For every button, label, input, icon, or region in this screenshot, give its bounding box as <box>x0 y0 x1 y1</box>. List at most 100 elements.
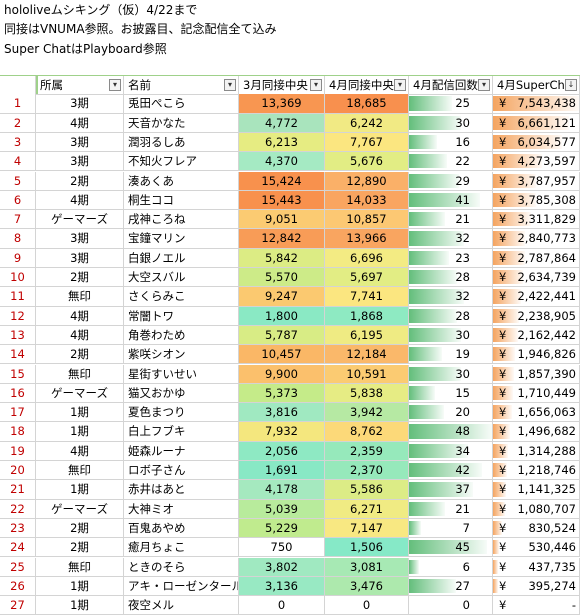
column-header-april-concurrent[interactable]: 4月同接中央 ▾ <box>325 76 409 96</box>
cell-group[interactable]: 無印 <box>36 364 124 384</box>
cell-name[interactable]: 潤羽るしあ <box>124 132 239 153</box>
row-number[interactable]: 21 <box>0 480 36 500</box>
cell-april-concurrent[interactable]: 10,591 <box>325 364 409 384</box>
cell-april-superchat[interactable]: 6,034,577 ¥ <box>493 132 580 153</box>
cell-april-streams[interactable]: 25 <box>409 94 493 114</box>
cell-name[interactable]: 星街すいせい <box>124 364 239 384</box>
cell-april-concurrent[interactable]: 5,838 <box>325 383 409 404</box>
row-number[interactable]: 10 <box>0 268 36 288</box>
dropdown-filter-icon[interactable]: ▾ <box>224 79 236 91</box>
cell-april-concurrent[interactable]: 5,586 <box>325 480 409 500</box>
cell-march-concurrent[interactable]: 4,772 <box>239 113 325 133</box>
cell-april-superchat[interactable]: 1,656,063 ¥ <box>493 403 580 423</box>
row-number[interactable]: 20 <box>0 461 36 481</box>
cell-april-superchat[interactable]: 1,218,746 ¥ <box>493 461 580 481</box>
cell-april-streams[interactable]: 34 <box>409 441 493 461</box>
cell-name[interactable]: ときのそら <box>124 557 239 577</box>
row-number[interactable]: 4 <box>0 152 36 172</box>
row-number[interactable]: 19 <box>0 441 36 461</box>
cell-april-superchat[interactable]: 1,496,682 ¥ <box>493 422 580 442</box>
row-number[interactable]: 18 <box>0 422 36 442</box>
cell-group[interactable]: 4期 <box>36 190 124 211</box>
cell-april-superchat[interactable]: 2,422,441 ¥ <box>493 287 580 307</box>
row-number[interactable]: 1 <box>0 94 36 114</box>
cell-april-concurrent[interactable]: 6,696 <box>325 248 409 268</box>
cell-march-concurrent[interactable]: 15,443 <box>239 190 325 211</box>
row-number[interactable]: 17 <box>0 403 36 423</box>
cell-april-superchat[interactable]: 3,785,308 ¥ <box>493 190 580 211</box>
cell-april-superchat[interactable]: 2,238,905 ¥ <box>493 306 580 326</box>
cell-march-concurrent[interactable]: 0 <box>239 596 325 615</box>
column-header-april-superchat[interactable]: 4月SuperChat ↓ <box>493 76 580 96</box>
cell-april-concurrent[interactable]: 6,195 <box>325 325 409 346</box>
cell-group[interactable]: 1期 <box>36 403 124 423</box>
cell-april-concurrent[interactable]: 2,359 <box>325 441 409 461</box>
cell-april-concurrent[interactable]: 3,942 <box>325 403 409 423</box>
column-header-group[interactable]: 所属 ▾ <box>36 76 124 96</box>
cell-group[interactable]: 4期 <box>36 113 124 133</box>
cell-april-streams[interactable]: 15 <box>409 383 493 404</box>
cell-name[interactable]: 桐生ココ <box>124 190 239 211</box>
row-number[interactable]: 15 <box>0 364 36 384</box>
cell-april-concurrent[interactable]: 7,741 <box>325 287 409 307</box>
cell-march-concurrent[interactable]: 750 <box>239 538 325 558</box>
cell-april-streams[interactable]: 6 <box>409 557 493 577</box>
cell-name[interactable]: 兎田ぺこら <box>124 94 239 114</box>
cell-name[interactable]: 天音かなた <box>124 113 239 133</box>
cell-april-concurrent[interactable]: 5,676 <box>325 152 409 172</box>
cell-march-concurrent[interactable]: 2,056 <box>239 441 325 461</box>
cell-name[interactable]: 湊あくあ <box>124 171 239 191</box>
cell-name[interactable]: 大空スバル <box>124 268 239 288</box>
cell-april-streams[interactable]: 19 <box>409 345 493 365</box>
row-number[interactable]: 9 <box>0 248 36 268</box>
cell-april-concurrent[interactable]: 1,506 <box>325 538 409 558</box>
cell-name[interactable]: 不知火フレア <box>124 152 239 172</box>
cell-april-streams[interactable]: 45 <box>409 538 493 558</box>
cell-april-superchat[interactable]: 2,787,864 ¥ <box>493 248 580 268</box>
cell-april-concurrent[interactable]: 6,271 <box>325 499 409 519</box>
row-number[interactable]: 11 <box>0 287 36 307</box>
cell-march-concurrent[interactable]: 4,370 <box>239 152 325 172</box>
cell-april-superchat[interactable]: 2,162,442 ¥ <box>493 325 580 346</box>
row-number[interactable]: 2 <box>0 113 36 133</box>
cell-april-superchat[interactable]: 1,080,707 ¥ <box>493 499 580 519</box>
cell-april-concurrent[interactable]: 12,890 <box>325 171 409 191</box>
cell-name[interactable]: 赤井はあと <box>124 480 239 500</box>
cell-march-concurrent[interactable]: 13,369 <box>239 94 325 114</box>
cell-april-superchat[interactable]: 3,311,829 ¥ <box>493 210 580 230</box>
cell-april-concurrent[interactable]: 7,147 <box>325 518 409 539</box>
cell-group[interactable]: 2期 <box>36 345 124 365</box>
cell-april-concurrent[interactable]: 0 <box>325 596 409 615</box>
cell-group[interactable]: 無印 <box>36 287 124 307</box>
cell-march-concurrent[interactable]: 7,932 <box>239 422 325 442</box>
row-number[interactable]: 14 <box>0 345 36 365</box>
cell-april-streams[interactable]: 27 <box>409 576 493 597</box>
cell-name[interactable]: 夏色まつり <box>124 403 239 423</box>
column-header-name[interactable]: 名前 ▾ <box>124 76 239 96</box>
row-number[interactable]: 13 <box>0 325 36 346</box>
cell-name[interactable]: さくらみこ <box>124 287 239 307</box>
cell-group[interactable]: 無印 <box>36 461 124 481</box>
cell-name[interactable]: 角巻わため <box>124 325 239 346</box>
cell-april-superchat[interactable]: 2,840,773 ¥ <box>493 229 580 249</box>
cell-april-streams[interactable]: 42 <box>409 461 493 481</box>
cell-april-streams[interactable]: 23 <box>409 248 493 268</box>
cell-group[interactable]: 2期 <box>36 538 124 558</box>
cell-name[interactable]: 白銀ノエル <box>124 248 239 268</box>
row-number[interactable]: 8 <box>0 229 36 249</box>
cell-march-concurrent[interactable]: 5,842 <box>239 248 325 268</box>
cell-group[interactable]: 2期 <box>36 518 124 539</box>
cell-group[interactable]: 1期 <box>36 480 124 500</box>
cell-march-concurrent[interactable]: 10,457 <box>239 345 325 365</box>
cell-march-concurrent[interactable]: 4,178 <box>239 480 325 500</box>
cell-april-superchat[interactable]: 1,857,390 ¥ <box>493 364 580 384</box>
cell-name[interactable]: 戌神ころね <box>124 210 239 230</box>
cell-group[interactable]: 4期 <box>36 441 124 461</box>
cell-name[interactable]: アキ・ローゼンタール <box>124 576 239 597</box>
row-number[interactable]: 27 <box>0 596 36 615</box>
cell-april-concurrent[interactable]: 7,767 <box>325 132 409 153</box>
row-number[interactable]: 5 <box>0 171 36 191</box>
cell-april-streams[interactable]: 30 <box>409 364 493 384</box>
column-header-march-concurrent[interactable]: 3月同接中央 ▾ <box>239 76 325 96</box>
cell-april-concurrent[interactable]: 10,857 <box>325 210 409 230</box>
